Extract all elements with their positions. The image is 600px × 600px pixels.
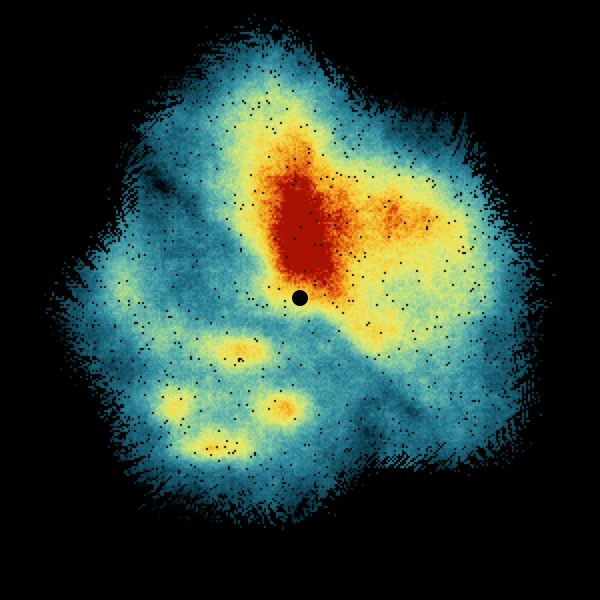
intensity-map-image: [0, 0, 600, 600]
figure-canvas: [0, 0, 600, 600]
